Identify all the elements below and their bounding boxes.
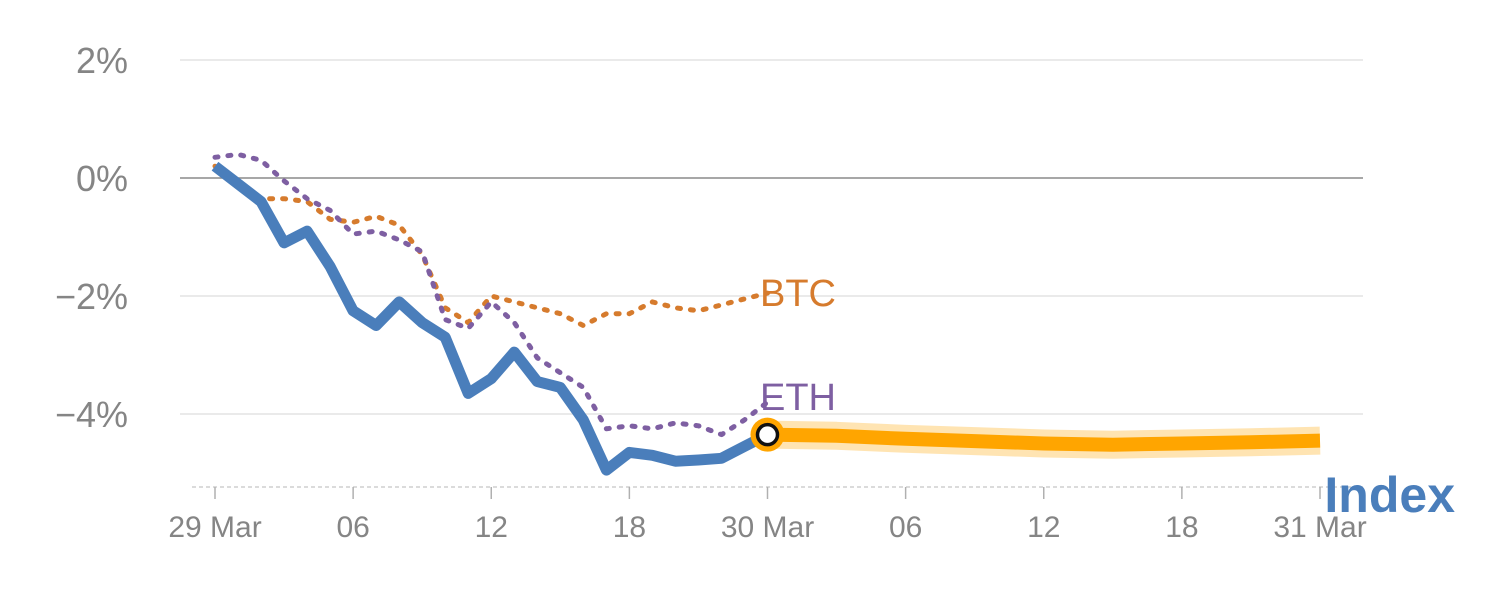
series-label-eth: ETH: [760, 377, 836, 419]
series-label-index: Index: [1324, 467, 1455, 523]
series-line-btc: [212, 163, 770, 328]
x-tick-label: 12: [475, 511, 508, 544]
x-tick-label: 18: [1165, 511, 1198, 544]
x-tick-label: 06: [336, 511, 369, 544]
x-tick-label: 31 Mar: [1273, 511, 1366, 544]
y-tick-label: −4%: [55, 394, 128, 435]
current-point-marker: [755, 422, 780, 447]
grid-layer: [180, 59, 1363, 488]
projection-line: [767, 427, 1321, 452]
x-tick-label: 06: [889, 511, 922, 544]
y-tick-label: 2%: [76, 40, 128, 81]
series-line-index: [211, 161, 771, 476]
series-layer: [211, 151, 1321, 476]
series-label-btc: BTC: [760, 273, 836, 315]
x-tick-label: 18: [613, 511, 646, 544]
y-tick-label: −2%: [55, 276, 128, 317]
x-tick-label: 12: [1027, 511, 1060, 544]
axis-layer: 2% 0% −2% −4% 29 Mar 06 12 18 30 Mar 06 12 18 31 Mar: [55, 40, 1367, 544]
series-line-eth: [212, 151, 770, 438]
y-tick-label: 0%: [76, 158, 128, 199]
label-layer: BTC ETH Index: [760, 273, 1455, 523]
x-tick-label: 30 Mar: [721, 511, 814, 544]
x-tick-label: 29 Mar: [168, 511, 261, 544]
